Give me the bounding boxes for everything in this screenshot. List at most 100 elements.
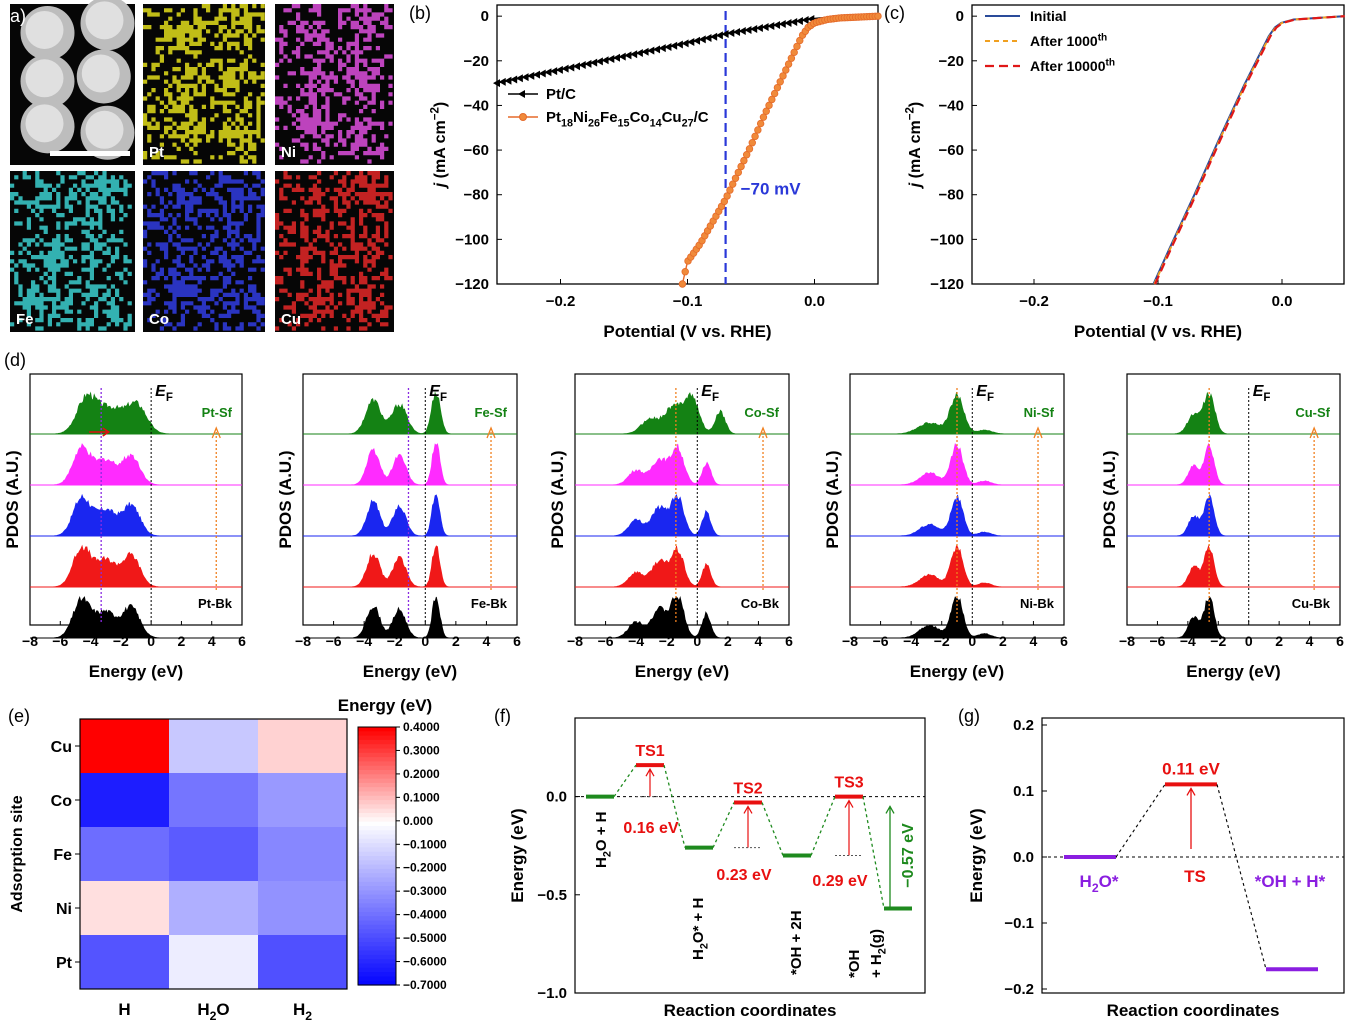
panel-label-d: (d) bbox=[4, 350, 26, 370]
series-marker-ptc bbox=[555, 65, 563, 74]
series-marker-hea bbox=[748, 139, 756, 147]
plot-frame bbox=[1041, 717, 1345, 994]
colorbar-segment bbox=[358, 727, 396, 732]
colorbar-segment bbox=[358, 924, 396, 930]
haadf-image bbox=[10, 0, 135, 165]
transition-state-label: TS3 bbox=[834, 775, 863, 792]
delta-label: −0.57 eV bbox=[900, 823, 917, 888]
trend-arrow-head bbox=[1309, 426, 1319, 439]
x-axis-label: Potential (V vs. RHE) bbox=[603, 322, 771, 341]
series-marker-ptc bbox=[635, 48, 643, 57]
heatmap-cell bbox=[258, 827, 347, 881]
series-marker-ptc bbox=[595, 57, 603, 66]
y-axis-label: PDOS (A.U.) bbox=[276, 450, 295, 548]
heatmap-cell bbox=[80, 827, 169, 881]
y-tick-label: −40 bbox=[939, 97, 964, 114]
y-axis-label: Adsorption site bbox=[9, 795, 26, 912]
series-marker-hea bbox=[779, 72, 787, 80]
connector-line bbox=[862, 796, 885, 909]
connector-line bbox=[1216, 784, 1267, 970]
x-axis-label: Energy (eV) bbox=[1186, 662, 1280, 681]
text-span: th bbox=[1098, 32, 1108, 43]
text-span: (mA cm bbox=[907, 120, 924, 183]
x-axis-label: Energy (eV) bbox=[910, 662, 1004, 681]
text-span: ) bbox=[907, 102, 924, 107]
nanoparticle-core bbox=[25, 59, 64, 98]
state-label: H2O* + H bbox=[690, 898, 711, 960]
bulk-label: Co-Bk bbox=[741, 596, 780, 611]
series-line-initial bbox=[1152, 15, 1344, 285]
series-marker-ptc bbox=[567, 63, 575, 72]
colorbar-segment bbox=[358, 881, 396, 887]
heatmap-cell bbox=[80, 881, 169, 935]
heatmap-cell bbox=[258, 935, 347, 989]
colorbar-segment bbox=[358, 942, 396, 947]
row-label: Co bbox=[51, 793, 73, 810]
series-marker-ptc bbox=[653, 45, 661, 54]
text-span: F bbox=[166, 392, 173, 404]
colorbar-segment bbox=[358, 933, 396, 939]
text-span: H bbox=[293, 1000, 305, 1019]
surface-label: Fe-Sf bbox=[475, 405, 508, 420]
series-marker-ptc bbox=[527, 71, 535, 80]
text-span: E bbox=[429, 383, 441, 400]
pdos-area-red bbox=[575, 545, 789, 588]
y-tick-label: −80 bbox=[464, 187, 489, 204]
eds-signal bbox=[143, 171, 265, 331]
connector-line bbox=[712, 802, 735, 848]
x-tick-label: 4 bbox=[755, 633, 763, 649]
y-tick-label: 0.0 bbox=[1013, 849, 1034, 866]
text-span: −2 bbox=[905, 107, 917, 120]
fermi-level-label: EF bbox=[1253, 383, 1271, 404]
colorbar-segment bbox=[358, 847, 396, 853]
trend-arrow-head bbox=[486, 426, 496, 439]
text-span: H bbox=[1080, 872, 1092, 891]
heatmap-cell bbox=[80, 773, 169, 827]
series-marker-ptc bbox=[744, 25, 752, 34]
series-marker-ptc bbox=[498, 77, 506, 86]
series-marker-ptc bbox=[647, 46, 655, 55]
nanoparticle-core bbox=[81, 54, 120, 93]
colorbar-segment bbox=[358, 950, 396, 956]
series-marker-hea bbox=[773, 83, 782, 92]
text-span: After 10000 bbox=[1030, 58, 1106, 74]
nanoparticle-core bbox=[85, 110, 124, 149]
series-marker-hea bbox=[731, 174, 740, 182]
text-span: H bbox=[118, 1000, 130, 1019]
series-marker-ptc bbox=[733, 28, 741, 37]
bulk-label: Fe-Bk bbox=[471, 596, 508, 611]
colorbar-segment bbox=[358, 817, 396, 823]
x-tick-label: 4 bbox=[1306, 633, 1314, 649]
state-label: + H2(g) bbox=[868, 929, 889, 978]
series-marker-hea bbox=[754, 126, 762, 134]
nanoparticle-core bbox=[25, 104, 64, 143]
series-marker-ptc bbox=[521, 73, 529, 82]
text-span: Fe bbox=[600, 109, 618, 126]
colorbar-segment bbox=[358, 838, 396, 844]
y-axis-label: PDOS (A.U.) bbox=[823, 450, 842, 548]
colorbar-segment bbox=[358, 813, 396, 818]
nanoparticle-core bbox=[25, 10, 64, 49]
series-marker-hea bbox=[742, 151, 751, 159]
colorbar-segment bbox=[358, 821, 396, 827]
transition-state-label: TS2 bbox=[733, 780, 762, 797]
series-marker-hea bbox=[729, 180, 737, 188]
text-span: Initial bbox=[1030, 8, 1067, 24]
column-label: H2 bbox=[293, 1000, 312, 1023]
barrier-label: 0.11 eV bbox=[1162, 759, 1220, 778]
eds-signal bbox=[275, 4, 393, 164]
legend-marker-hea bbox=[519, 113, 527, 121]
x-tick-label: 6 bbox=[238, 633, 246, 649]
series-marker-ptc bbox=[613, 53, 621, 62]
series-marker-hea bbox=[759, 113, 768, 121]
colorbar-segment bbox=[358, 748, 396, 754]
text-span: (g) bbox=[868, 929, 885, 948]
y-axis-label: Energy (eV) bbox=[967, 808, 986, 902]
series-line-hea bbox=[681, 15, 879, 285]
text-span: F bbox=[712, 392, 719, 404]
x-tick-label: −0.2 bbox=[546, 293, 576, 310]
series-marker-ptc bbox=[584, 59, 592, 68]
heatmap-cell bbox=[258, 773, 347, 827]
eds-map-cu: Cu bbox=[275, 171, 394, 332]
